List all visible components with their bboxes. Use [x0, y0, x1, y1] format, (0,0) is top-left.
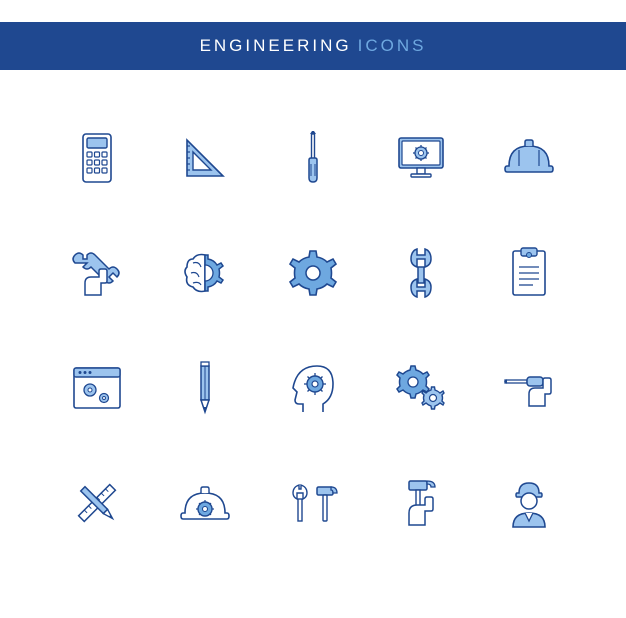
set-square-icon: [175, 128, 235, 188]
brain-gear-icon: [175, 243, 235, 303]
title-word-2: ICONS: [358, 36, 427, 56]
hand-wrench-icon: [67, 243, 127, 303]
icon-grid: [43, 100, 583, 560]
double-gear-icon: [391, 358, 451, 418]
wrench-hammer-icon: [283, 473, 343, 533]
screwdriver-icon: [283, 128, 343, 188]
head-gear-icon: [283, 358, 343, 418]
clipboard-gear-icon: [499, 243, 559, 303]
hard-hat-gear-icon: [175, 473, 235, 533]
hand-hammer-icon: [391, 473, 451, 533]
pencil-icon: [175, 358, 235, 418]
title-word-1: ENGINEERING: [200, 36, 352, 56]
browser-gears-icon: [67, 358, 127, 418]
hard-hat-icon: [499, 128, 559, 188]
hand-screwdriver-icon: [499, 358, 559, 418]
engineer-person-icon: [499, 473, 559, 533]
calculator-icon: [67, 128, 127, 188]
wrench-icon: [391, 243, 451, 303]
title-bar: ENGINEERING ICONS: [0, 22, 626, 70]
monitor-gear-icon: [391, 128, 451, 188]
ruler-pencil-cross-icon: [67, 473, 127, 533]
gear-icon: [283, 243, 343, 303]
